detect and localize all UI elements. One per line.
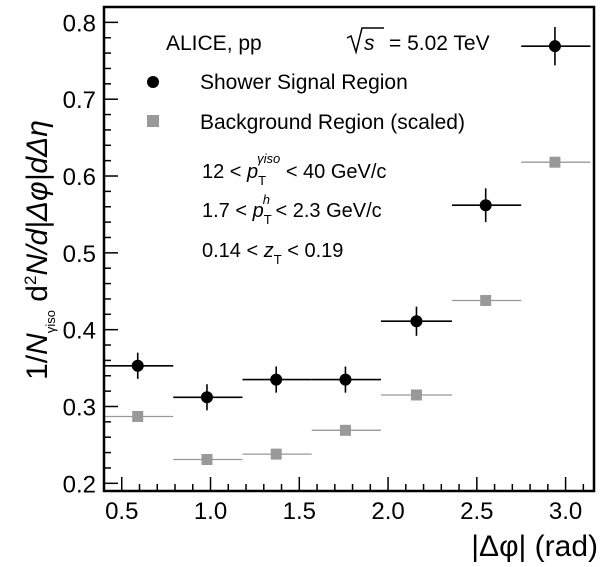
legend: Shower Signal Region Background Region (… (147, 71, 465, 134)
cut-hadron-pt: 1.7 < pTh < 2.3 GeV/c (202, 192, 382, 227)
y-tick-label: 0.5 (63, 241, 96, 268)
x-tick-label: 0.5 (105, 498, 138, 525)
x-tick-label: 1.0 (194, 498, 227, 525)
data-point-background (201, 454, 212, 465)
y-tick-label: 0.7 (63, 87, 96, 114)
y-tick-label: 0.3 (63, 394, 96, 421)
cut-photon-pt: 12 < pTγiso < 40 GeV/c (202, 151, 386, 188)
data-point-signal (201, 391, 213, 403)
data-point-background (411, 389, 422, 400)
header-energy-value: = 5.02 TeV (389, 32, 490, 55)
data-point-background (271, 449, 282, 460)
cut-zt: 0.14 < zT < 0.19 (202, 240, 343, 267)
legend-marker-signal (147, 76, 159, 88)
data-point-signal (270, 374, 282, 386)
data-point-background (480, 295, 491, 306)
data-point-background (549, 157, 560, 168)
data-point-signal (132, 360, 144, 372)
y-tick-label: 0.2 (63, 471, 96, 498)
x-tick-label: 2.0 (371, 498, 404, 525)
data-point-signal (410, 315, 422, 327)
y-tick-label: 0.4 (63, 318, 96, 345)
header-experiment: ALICE, pp (166, 32, 262, 55)
legend-marker-background (147, 115, 159, 127)
data-point-background (132, 411, 143, 422)
data-point-background (340, 425, 351, 436)
y-tick-label: 0.6 (63, 164, 96, 191)
header-energy-symbol: s (364, 32, 375, 55)
y-axis-title: 1/Nγiso d2N/d|Δφ|dΔη (21, 120, 58, 380)
x-axis-title: |Δφ| (rad) (471, 530, 598, 563)
plot-header: ALICE, pp s = 5.02 TeV (166, 28, 490, 55)
legend-label-signal: Shower Signal Region (200, 71, 408, 94)
data-point-signal (339, 374, 351, 386)
legend-label-background: Background Region (scaled) (200, 111, 465, 134)
data-point-signal (480, 199, 492, 211)
x-tick-label: 3.0 (549, 498, 582, 525)
x-tick-label: 2.5 (460, 498, 493, 525)
kinematic-cuts: 12 < pTγiso < 40 GeV/c 1.7 < pTh < 2.3 G… (202, 151, 386, 267)
y-tick-label: 0.8 (63, 10, 96, 37)
data-point-signal (549, 40, 561, 52)
x-tick-label: 1.5 (283, 498, 316, 525)
